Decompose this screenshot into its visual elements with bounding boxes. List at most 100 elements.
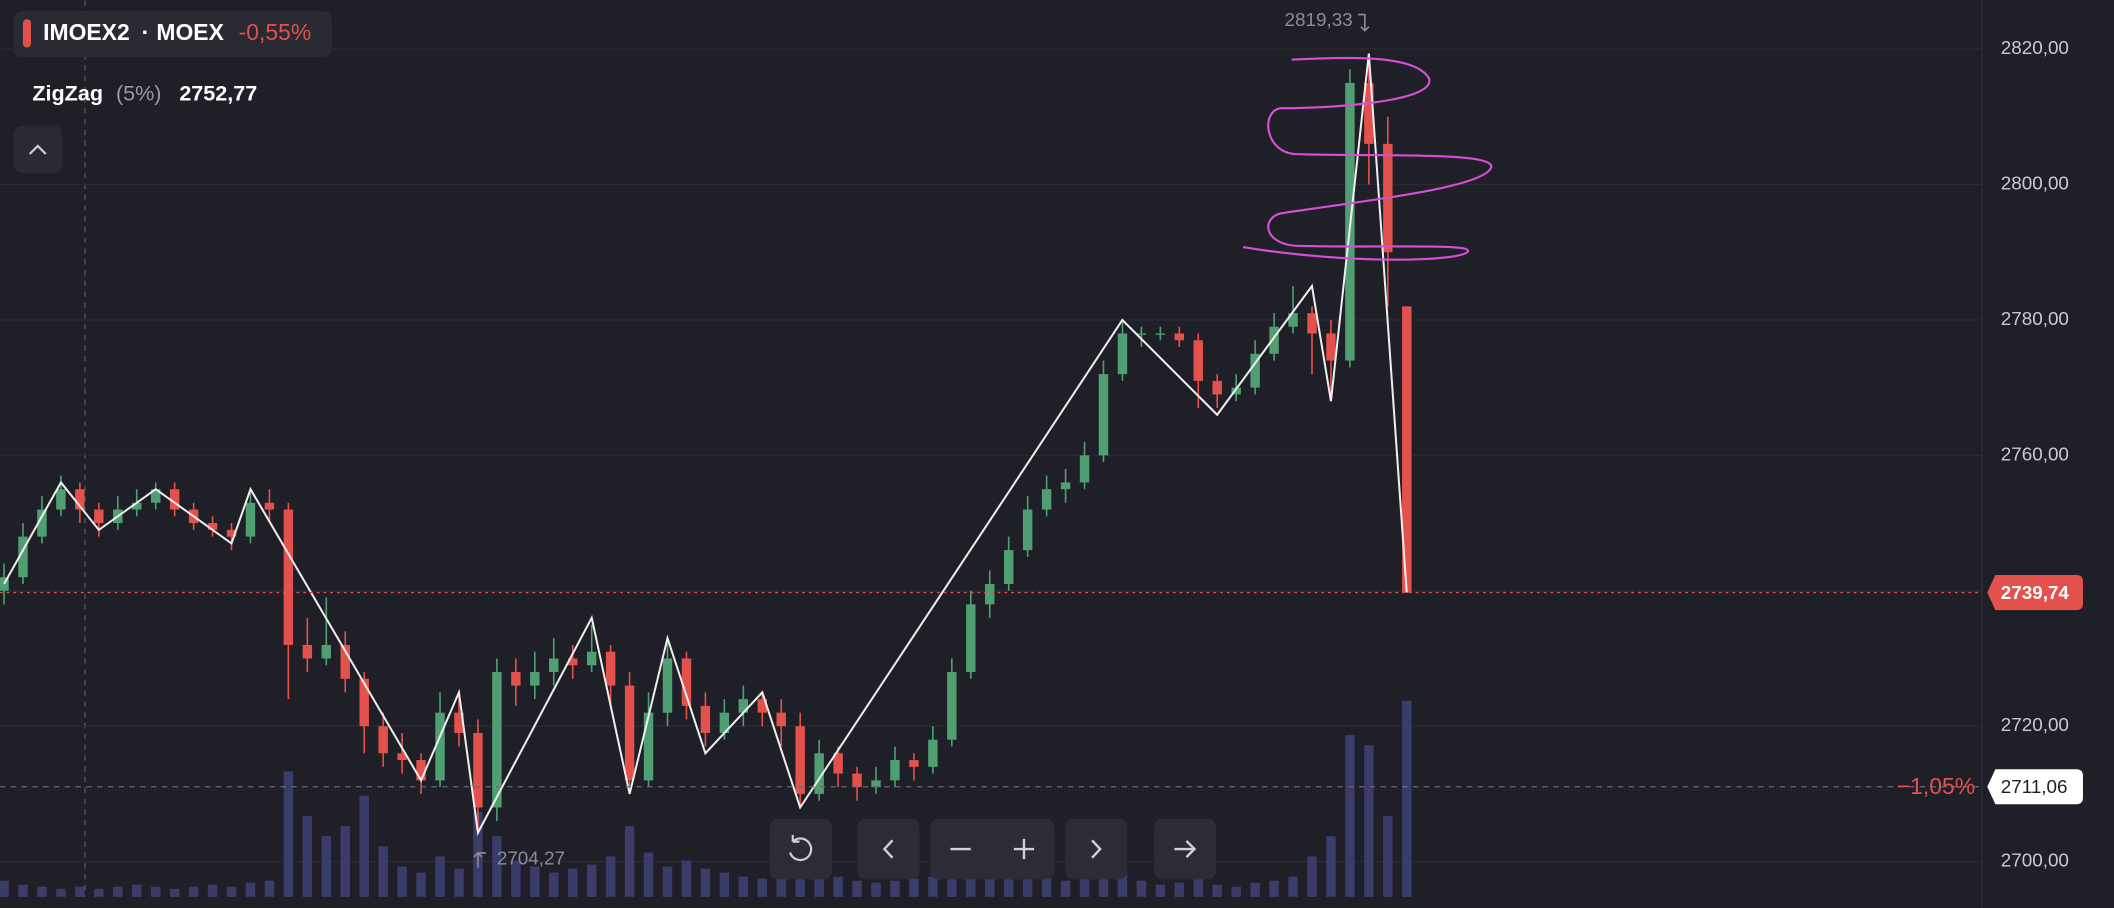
reset-bg[interactable]	[769, 818, 832, 880]
price-tag-label: 2711,06	[2001, 776, 2068, 797]
scroll-right-icon[interactable]	[1091, 839, 1102, 859]
volume-bar	[1307, 856, 1317, 897]
volume-bar	[207, 884, 218, 897]
candle-body	[549, 658, 559, 673]
candle-body	[18, 536, 28, 578]
candle-body	[1022, 509, 1033, 551]
volume-bar	[132, 884, 142, 897]
scroll-left-bg[interactable]	[857, 818, 920, 880]
candle-body	[435, 712, 445, 781]
candle-body	[340, 644, 350, 679]
volume-bar	[113, 886, 123, 897]
volume-bar	[833, 876, 843, 897]
go-to-latest-button[interactable]	[1154, 818, 1217, 880]
volume-bar	[283, 771, 294, 897]
candle-body	[1212, 380, 1222, 395]
y-tick-label: 2800,00	[2001, 172, 2069, 193]
volume-bar	[435, 856, 445, 897]
volume-bar	[511, 860, 521, 897]
volume-bar	[1193, 878, 1203, 897]
line-layer: 2819,33 2704,27	[0, 9, 1982, 869]
candle-body	[492, 672, 502, 808]
indicator-params: (5%)	[116, 80, 162, 105]
toolbar	[769, 818, 1217, 880]
candle-body	[302, 644, 313, 659]
volume-bar	[75, 886, 85, 897]
volume-bar	[18, 884, 28, 897]
volume-bar	[1345, 735, 1355, 897]
volume-bar	[340, 826, 350, 897]
candle-body	[397, 753, 407, 761]
reset-button[interactable]	[769, 818, 832, 880]
scroll-left-button[interactable]	[857, 818, 920, 880]
candle-body	[1155, 333, 1166, 335]
candle-body	[586, 651, 597, 666]
price-change-label: −1,05%	[1897, 773, 1975, 799]
candle-body	[416, 760, 426, 781]
volume-bar	[264, 880, 275, 897]
candle-body	[568, 658, 578, 666]
candle-body	[1003, 550, 1014, 585]
volume-bar	[985, 872, 995, 897]
scroll-right-bg[interactable]	[1065, 818, 1128, 880]
candle-body	[454, 712, 464, 733]
volume-bar	[416, 872, 426, 897]
legend-pill	[13, 11, 332, 57]
candle-body	[94, 509, 104, 524]
exchange: MOEX	[156, 19, 224, 45]
volume-bar	[454, 868, 464, 897]
candle-body	[738, 699, 749, 713]
volume-bar	[1364, 745, 1374, 897]
collapse-icon[interactable]	[28, 144, 47, 155]
volume-bar	[568, 868, 578, 897]
volume-bar	[1174, 882, 1185, 897]
candle-body	[928, 739, 938, 767]
volume-bar	[681, 860, 692, 897]
candle-body	[833, 753, 843, 774]
candle-body	[1060, 482, 1071, 490]
go-latest-icon[interactable]	[1174, 840, 1197, 858]
candle-body	[283, 509, 294, 645]
volume-bar	[586, 864, 597, 897]
volume-bar	[1269, 880, 1279, 897]
candle-body	[890, 760, 900, 781]
candle-body	[1079, 455, 1090, 483]
candle-body	[605, 651, 616, 686]
volume-bar	[1212, 884, 1222, 897]
y-tick-label: 2820,00	[2001, 37, 2069, 58]
volume-bar	[1117, 868, 1128, 897]
price-axis: 2700,002720,002740,002760,002780,002800,…	[1897, 37, 2083, 871]
volume-bar	[1041, 878, 1052, 897]
candle-body	[700, 705, 711, 733]
candle-body	[624, 685, 635, 781]
candle-body	[909, 760, 919, 767]
candle-body	[207, 523, 218, 530]
annotation-arrow	[1358, 13, 1370, 32]
scroll-right-button[interactable]	[1065, 818, 1128, 880]
reset-icon[interactable]	[789, 834, 813, 862]
volume-bar	[757, 878, 767, 897]
annotation-label: 2819,33	[1285, 9, 1353, 30]
volume-bar	[169, 888, 180, 897]
volume-bar	[1079, 876, 1090, 897]
zoom-in-button[interactable]	[1013, 838, 1035, 860]
volume-bar	[719, 872, 730, 897]
volume-bar	[226, 886, 237, 897]
volume-bar	[738, 876, 749, 897]
candle-body	[150, 489, 161, 503]
annotation-label: 2704,27	[497, 848, 565, 869]
y-tick-label: 2760,00	[2001, 443, 2069, 464]
drawing-scribble	[1242, 56, 1493, 261]
volume-bar	[492, 836, 502, 897]
volume-bar	[94, 888, 104, 897]
scroll-left-icon[interactable]	[882, 839, 894, 859]
collapse-button[interactable]	[13, 125, 63, 173]
volume-bar	[378, 846, 388, 897]
volume-bar	[624, 826, 635, 897]
volume-bar	[814, 866, 824, 897]
y-tick-label: 2700,00	[2001, 850, 2069, 871]
volume-bar	[605, 856, 616, 897]
collapse-bg[interactable]	[13, 125, 63, 173]
